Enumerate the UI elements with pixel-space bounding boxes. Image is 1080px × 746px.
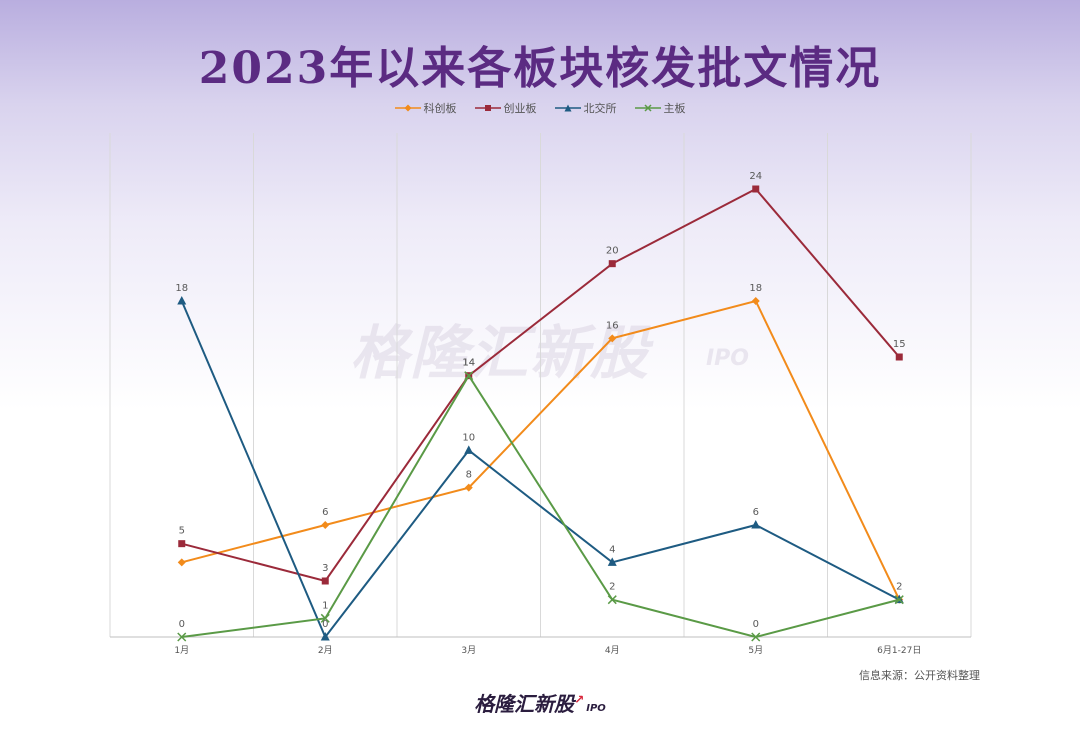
brand-logo: 格隆汇新股↗IPO	[0, 688, 1080, 717]
data-point	[607, 557, 617, 566]
series-line	[181, 299, 901, 601]
data-label: 14	[462, 358, 475, 369]
x-tick-label: 5月	[748, 645, 763, 656]
data-label: 14	[462, 358, 475, 369]
legend-swatch-zhuban	[634, 104, 661, 112]
data-label: 2	[609, 582, 615, 593]
series-line	[180, 300, 900, 639]
data-point	[464, 371, 474, 381]
data-point	[320, 632, 330, 641]
data-point	[321, 521, 330, 529]
data-point	[177, 296, 187, 305]
legend-swatch-beijiao	[554, 104, 581, 112]
legend-item-beijiao: 北交所	[554, 100, 617, 116]
legend-item-chuangye: 创业板	[474, 100, 537, 116]
data-point	[751, 632, 761, 642]
data-label: 15	[893, 339, 906, 350]
data-label: 1	[322, 600, 328, 611]
data-point	[177, 558, 186, 567]
data-label: 6	[322, 507, 328, 518]
data-label: 5	[179, 526, 185, 537]
data-point	[608, 260, 616, 268]
data-point	[464, 483, 473, 492]
data-point	[321, 577, 329, 585]
data-point	[608, 334, 617, 343]
data-label: 18	[749, 283, 762, 294]
legend-swatch-chuangye	[474, 105, 501, 111]
legend-label-zhuban: 主板	[663, 102, 686, 115]
chart-legend: 科创板 创业板 北交所 主板	[0, 100, 1080, 116]
data-point	[751, 297, 760, 305]
x-tick-label: 2月	[318, 645, 333, 656]
legend-item-zhuban: 主板	[634, 100, 686, 116]
page-title: 2023年以来各板块核发批文情况	[198, 43, 882, 94]
brand-text: 格隆汇新股	[474, 692, 575, 716]
data-label: 10	[462, 432, 475, 443]
data-label: 0	[753, 619, 759, 630]
data-label: 6	[753, 507, 759, 518]
series-line	[181, 187, 901, 583]
data-label: 4	[609, 544, 615, 555]
legend-item-kechuang: 科创板	[394, 100, 457, 116]
data-label: 16	[606, 320, 619, 331]
brand-arrow-icon: ↗	[574, 692, 585, 707]
data-label: 0	[322, 619, 328, 630]
data-label: 3	[322, 563, 328, 574]
data-point	[894, 595, 904, 605]
x-tick-label: 1月	[174, 645, 189, 656]
source-note: 信息来源：公开资料整理	[859, 669, 980, 682]
data-label: 8	[466, 470, 472, 481]
data-label: 20	[606, 246, 619, 257]
brand-ipo: IPO	[586, 703, 606, 714]
data-point	[464, 445, 474, 454]
data-label: 2	[896, 582, 902, 593]
legend-label-kechuang: 科创板	[423, 102, 457, 115]
data-label: 18	[175, 283, 188, 294]
data-point	[751, 520, 761, 529]
legend-swatch-kechuang	[394, 104, 421, 112]
data-point	[752, 185, 760, 193]
x-tick-label: 3月	[461, 645, 476, 656]
data-label: 24	[749, 171, 762, 182]
data-point	[177, 632, 187, 642]
series-line	[181, 373, 900, 639]
data-point	[607, 595, 617, 605]
x-tick-label: 4月	[605, 645, 620, 656]
data-point	[320, 613, 330, 623]
data-point	[895, 353, 903, 361]
legend-label-beijiao: 北交所	[583, 102, 617, 115]
legend-label-chuangye: 创业板	[503, 102, 537, 115]
data-point	[178, 540, 186, 548]
watermark-ipo: IPO	[706, 346, 750, 371]
data-label: 0	[179, 619, 185, 630]
x-tick-label: 6月1-27日	[877, 645, 921, 656]
